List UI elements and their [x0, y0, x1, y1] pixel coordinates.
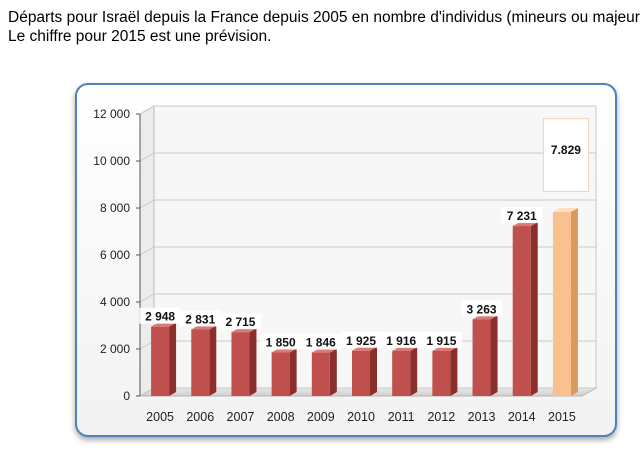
bars [151, 208, 578, 396]
data-label-box [179, 310, 221, 327]
gridline-side [139, 199, 155, 209]
data-label-2011: 1 916 [386, 334, 416, 348]
x-tick-label-2011: 2011 [388, 410, 415, 424]
x-tick-label-2008: 2008 [267, 410, 295, 424]
gridline-side [139, 293, 155, 303]
gridline-side [139, 152, 155, 162]
data-label-box [260, 333, 302, 350]
data-label-box [139, 307, 181, 324]
data-label-2006: 2 831 [185, 312, 215, 326]
bar-face [392, 350, 411, 396]
data-label-2014: 7 231 [507, 209, 537, 223]
bar-face [512, 226, 531, 396]
y-tick-label: 0 [123, 389, 130, 403]
x-tick-label-2010: 2010 [347, 410, 375, 424]
bar-face [271, 352, 290, 396]
bar-face [432, 350, 451, 396]
y-tick-label: 4 000 [100, 295, 130, 309]
x-tick-label-2006: 2006 [186, 410, 214, 424]
bar-2009 [311, 348, 337, 396]
bar-face [472, 319, 491, 396]
forecast-label-box [542, 118, 589, 193]
bar-side [570, 208, 578, 396]
bar-2012 [432, 346, 458, 396]
bar-face [552, 212, 571, 396]
bar-2010 [352, 346, 377, 396]
bar-side [490, 315, 498, 396]
x-tick-label-2014: 2014 [508, 410, 536, 424]
bar-2006 [191, 325, 217, 396]
caption-line-2: Le chiffre pour 2015 est une prévision. [8, 28, 272, 45]
bar-2005 [151, 322, 177, 396]
y-tick-label: 6 000 [100, 248, 130, 262]
y-tick-label: 2 000 [100, 342, 130, 356]
bar-face [352, 350, 370, 396]
chart-caption: Départs pour Israël depuis la France dep… [8, 8, 640, 46]
data-label-2008: 1 850 [266, 336, 296, 350]
bar-2007 [231, 328, 257, 396]
data-label-2010: 1 925 [346, 334, 376, 348]
data-label-box [219, 313, 261, 330]
data-label-box [340, 331, 382, 348]
data-label-box [380, 331, 422, 348]
bar-side [209, 325, 217, 396]
data-labels: 2 948 2 831 2 715 1 850 1 846 1 925 1 916 1 915… [139, 118, 589, 350]
data-label-box [501, 207, 543, 224]
bar-face [191, 329, 210, 396]
y-tick-label: 10 000 [93, 154, 130, 168]
data-label-box [420, 331, 462, 348]
data-label-box [461, 300, 503, 317]
bar-2015 [552, 208, 578, 396]
data-label-2007: 2 715 [225, 315, 255, 329]
bar-face [231, 332, 250, 396]
bar-side [249, 328, 257, 396]
bar-side [370, 346, 377, 396]
data-label-2012: 1 915 [426, 334, 456, 348]
x-tick-label-2009: 2009 [307, 410, 335, 424]
x-tick-label-2005: 2005 [146, 410, 174, 424]
data-label-box [300, 333, 342, 350]
y-axis: 0 2 000 4 000 6 000 8 000 10 000 12 000 [93, 107, 141, 403]
data-label-2013: 3 263 [467, 302, 497, 316]
bar-side [410, 346, 418, 396]
data-label-2009: 1 846 [306, 336, 336, 350]
x-tick-label-2007: 2007 [227, 410, 255, 424]
data-label-2005: 2 948 [145, 310, 175, 324]
bar-side [450, 346, 458, 396]
gridline-side [139, 105, 155, 115]
y-tick-label: 8 000 [100, 201, 130, 215]
bar-2011 [392, 346, 418, 396]
bar-2008 [271, 348, 297, 396]
bar-top [552, 208, 578, 213]
x-tick-label-2012: 2012 [427, 410, 455, 424]
data-label-2015: 7.829 [551, 143, 581, 157]
bar-2013 [472, 315, 498, 396]
bar-face [311, 352, 330, 396]
bar-side [169, 322, 177, 396]
gridline-side [139, 246, 155, 256]
bar-side [329, 348, 337, 396]
y-tick-label: 12 000 [93, 107, 130, 121]
x-tick-label-2015: 2015 [548, 410, 576, 424]
bar-2014 [512, 222, 538, 396]
caption-line-1: Départs pour Israël depuis la France dep… [8, 9, 640, 26]
bar-side [530, 222, 538, 396]
x-tick-label-2013: 2013 [468, 410, 496, 424]
x-axis: 2005 2006 2007 2008 2009 2010 2011 2012 2013 2014… [146, 410, 576, 424]
bar-face [151, 326, 170, 396]
bar-side [289, 348, 297, 396]
